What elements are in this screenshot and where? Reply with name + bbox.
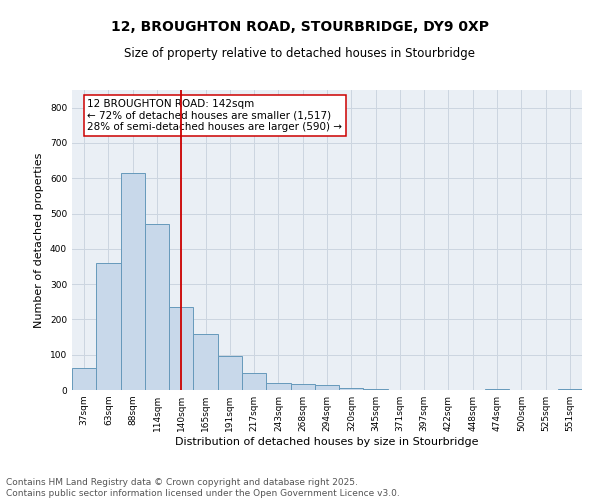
Bar [242, 373, 266, 390]
Bar [290, 384, 315, 390]
X-axis label: Distribution of detached houses by size in Stourbridge: Distribution of detached houses by size … [175, 437, 479, 447]
Bar [558, 389, 582, 390]
Bar [218, 356, 242, 390]
Text: Size of property relative to detached houses in Stourbridge: Size of property relative to detached ho… [125, 48, 476, 60]
Text: Contains HM Land Registry data © Crown copyright and database right 2025.
Contai: Contains HM Land Registry data © Crown c… [6, 478, 400, 498]
Bar [315, 386, 339, 390]
Text: 12 BROUGHTON ROAD: 142sqm
← 72% of detached houses are smaller (1,517)
28% of se: 12 BROUGHTON ROAD: 142sqm ← 72% of detac… [88, 99, 342, 132]
Bar [266, 383, 290, 390]
Y-axis label: Number of detached properties: Number of detached properties [34, 152, 44, 328]
Bar [339, 388, 364, 390]
Bar [145, 224, 169, 390]
Bar [169, 307, 193, 390]
Text: 12, BROUGHTON ROAD, STOURBRIDGE, DY9 0XP: 12, BROUGHTON ROAD, STOURBRIDGE, DY9 0XP [111, 20, 489, 34]
Bar [96, 263, 121, 390]
Bar [485, 388, 509, 390]
Bar [121, 173, 145, 390]
Bar [72, 368, 96, 390]
Bar [193, 334, 218, 390]
